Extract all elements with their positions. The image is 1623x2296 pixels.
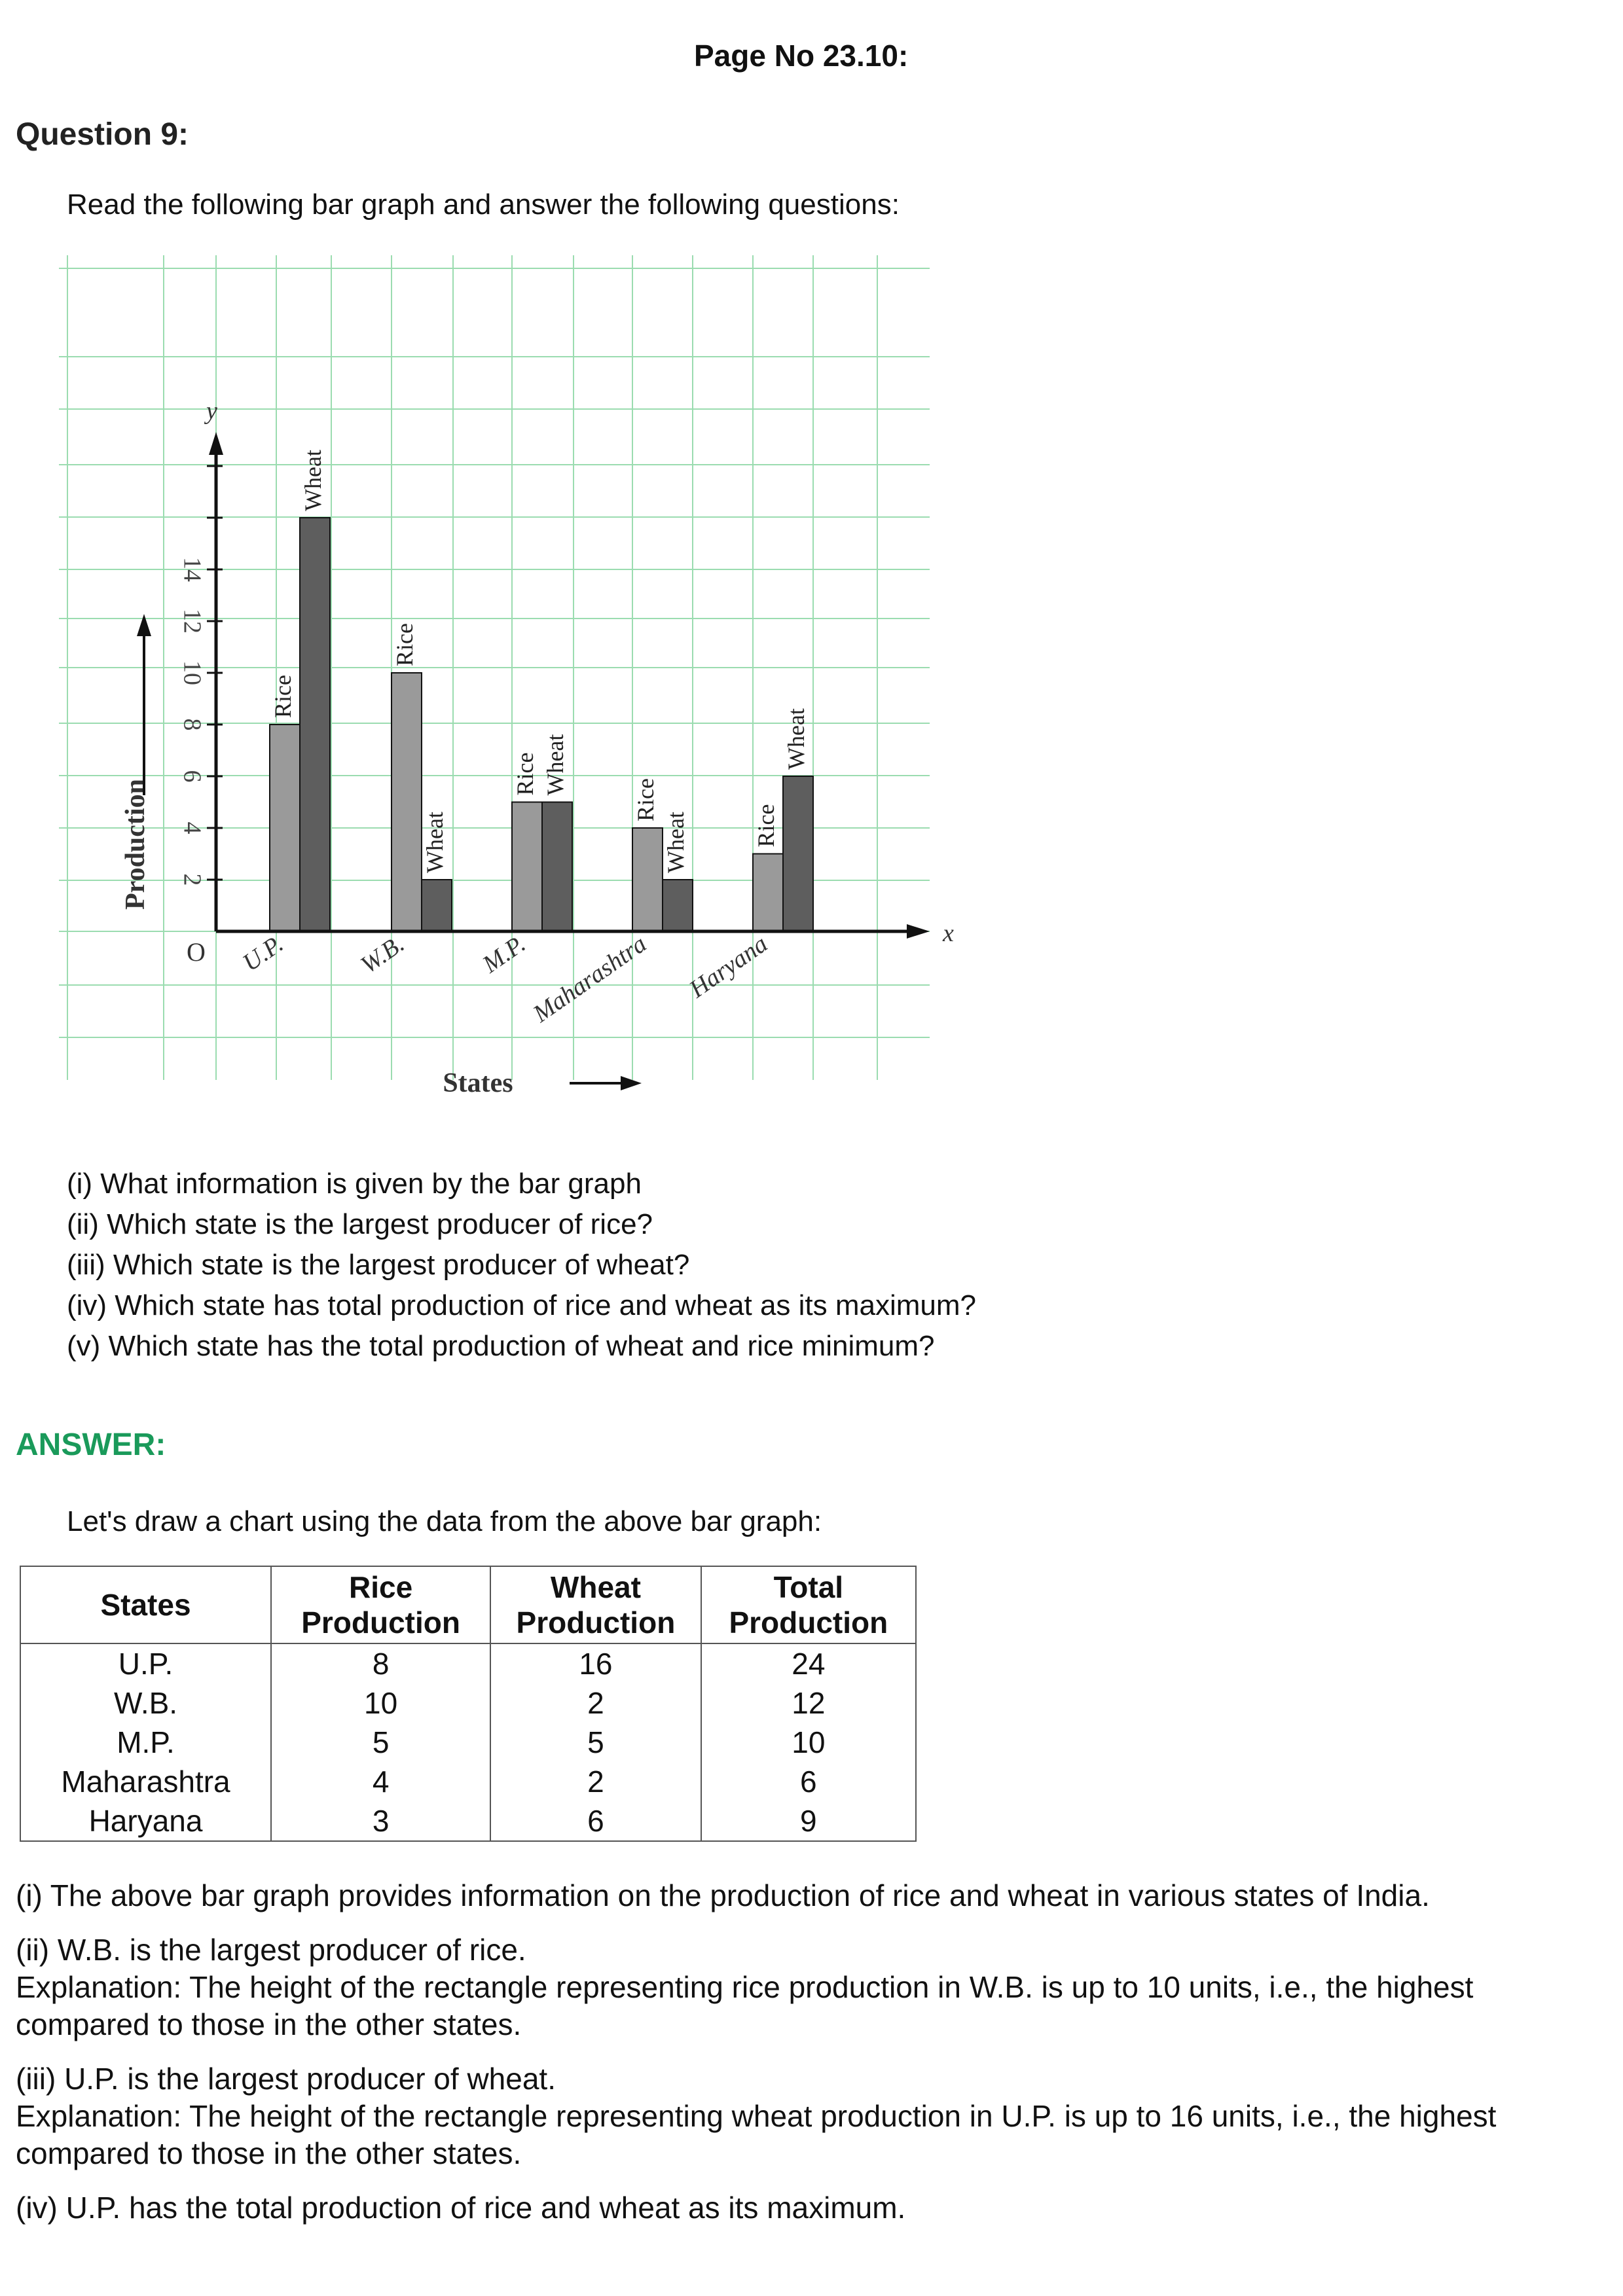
table-cell: W.B. (19, 1683, 272, 1723)
production-table: States Rice Production Wheat Production To… (19, 1566, 917, 1842)
y-tick-label: 10 (178, 660, 206, 685)
bar-label: Wheat (783, 708, 809, 770)
table-row: Haryana 3 6 9 (19, 1801, 917, 1842)
table-cell: 9 (700, 1801, 917, 1842)
table-cell: 16 (490, 1643, 702, 1683)
table-cell: 6 (700, 1762, 917, 1801)
table-cell: 2 (490, 1762, 702, 1801)
table-cell: 24 (700, 1643, 917, 1683)
table-cell: M.P. (19, 1723, 272, 1762)
table-row: U.P. 8 16 24 (19, 1643, 917, 1683)
page-number: Page No 23.10: (694, 39, 909, 73)
table-cell: 4 (270, 1762, 492, 1801)
table-row: Maharashtra 4 2 6 (19, 1762, 917, 1801)
answer-title: ANSWER: (16, 1427, 166, 1462)
y-tick-label: 8 (178, 719, 206, 731)
y-tick-label: 12 (178, 609, 206, 634)
y-axis-arrow (209, 432, 223, 455)
bar-wheat (662, 879, 693, 932)
question-item: (ii) Which state is the largest producer… (67, 1208, 653, 1240)
bar-graph: RiceRiceRiceRiceRiceWheatWheatWheatWheat… (59, 255, 954, 1098)
table-cell: 2 (490, 1683, 702, 1723)
x-label-arrow-head (621, 1076, 642, 1090)
bar-wheat (782, 776, 814, 932)
answer-paragraph: (iv) U.P. has the total production of ri… (16, 2191, 906, 2225)
bar-wheat (541, 801, 573, 932)
answer-paragraph: (i) The above bar graph provides informa… (16, 1878, 1430, 1912)
table-cell: 5 (490, 1723, 702, 1762)
table-row: M.P. 5 5 10 (19, 1723, 917, 1762)
table-cell: 3 (270, 1801, 492, 1842)
answer-intro: Let's draw a chart using the data from t… (67, 1505, 822, 1537)
question-item: (v) Which state has the total production… (67, 1330, 935, 1362)
x-tick-label: M.P. (477, 930, 530, 979)
bar-rice (632, 827, 663, 932)
y-tick-label: 6 (178, 770, 206, 783)
bar-label: Wheat (422, 812, 448, 873)
x-axis-label: States (443, 1068, 513, 1098)
table-header-row: States Rice Production Wheat Production To… (19, 1566, 917, 1644)
bar-label: Rice (270, 675, 296, 718)
bar-rice (391, 672, 422, 932)
table-cell: U.P. (19, 1643, 272, 1683)
header-wheat: Wheat Production (490, 1566, 702, 1644)
bar-label: Rice (512, 753, 538, 796)
bar-label: Rice (392, 623, 418, 666)
answer-paragraph: (iii) U.P. is the largest producer of wh… (16, 2062, 1497, 2170)
header-total: Total Production (700, 1566, 917, 1644)
table-cell: 8 (270, 1643, 492, 1683)
x-axis-arrow (907, 924, 930, 939)
y-tick-label: 4 (178, 822, 206, 834)
table-cell: 12 (700, 1683, 917, 1723)
x-tick-label: W.B. (356, 930, 409, 979)
question-item: (iii) Which state is the largest produce… (67, 1249, 690, 1281)
x-tick-label: U.P. (238, 930, 288, 977)
x-tick-label: Haryana (684, 930, 773, 1003)
y-label-arrow-head (137, 614, 151, 636)
question-item: (iv) Which state has total production of… (67, 1289, 977, 1321)
bar-wheat (421, 879, 452, 932)
y-tick-label: 2 (178, 874, 206, 886)
bar-rice (752, 853, 784, 932)
bar-label: Wheat (542, 734, 568, 796)
bar-wheat (299, 517, 331, 932)
question-item: (i) What information is given by the bar… (67, 1168, 642, 1200)
answer-paragraph: (ii) W.B. is the largest producer of ric… (16, 1933, 1474, 2041)
header-rice: Rice Production (270, 1566, 492, 1644)
answer-text: (i) The above bar graph provides informa… (16, 1877, 1613, 2244)
y-tick-label: 14 (178, 557, 206, 582)
table-cell: 10 (270, 1683, 492, 1723)
bar-label: Rice (753, 804, 779, 848)
y-axis-label: Production (120, 779, 151, 910)
bar-rice (269, 724, 301, 932)
bar-rice (511, 801, 543, 932)
bar-label: Rice (632, 778, 659, 821)
table-cell: Haryana (19, 1801, 272, 1842)
header-states: States (19, 1566, 272, 1644)
y-axis-symbol: y (204, 397, 217, 425)
question-list: (i) What information is given by the bar… (67, 1164, 976, 1367)
table-row: W.B. 10 2 12 (19, 1683, 917, 1723)
question-title: Question 9: (16, 117, 189, 152)
bar-label: Wheat (300, 450, 326, 511)
x-axis-symbol: x (942, 920, 954, 947)
question-intro: Read the following bar graph and answer … (67, 188, 900, 221)
table-cell: 5 (270, 1723, 492, 1762)
origin-label: O (187, 937, 206, 967)
table-cell: 6 (490, 1801, 702, 1842)
table-cell: Maharashtra (19, 1762, 272, 1801)
bar-label: Wheat (663, 812, 689, 873)
table-cell: 10 (700, 1723, 917, 1762)
